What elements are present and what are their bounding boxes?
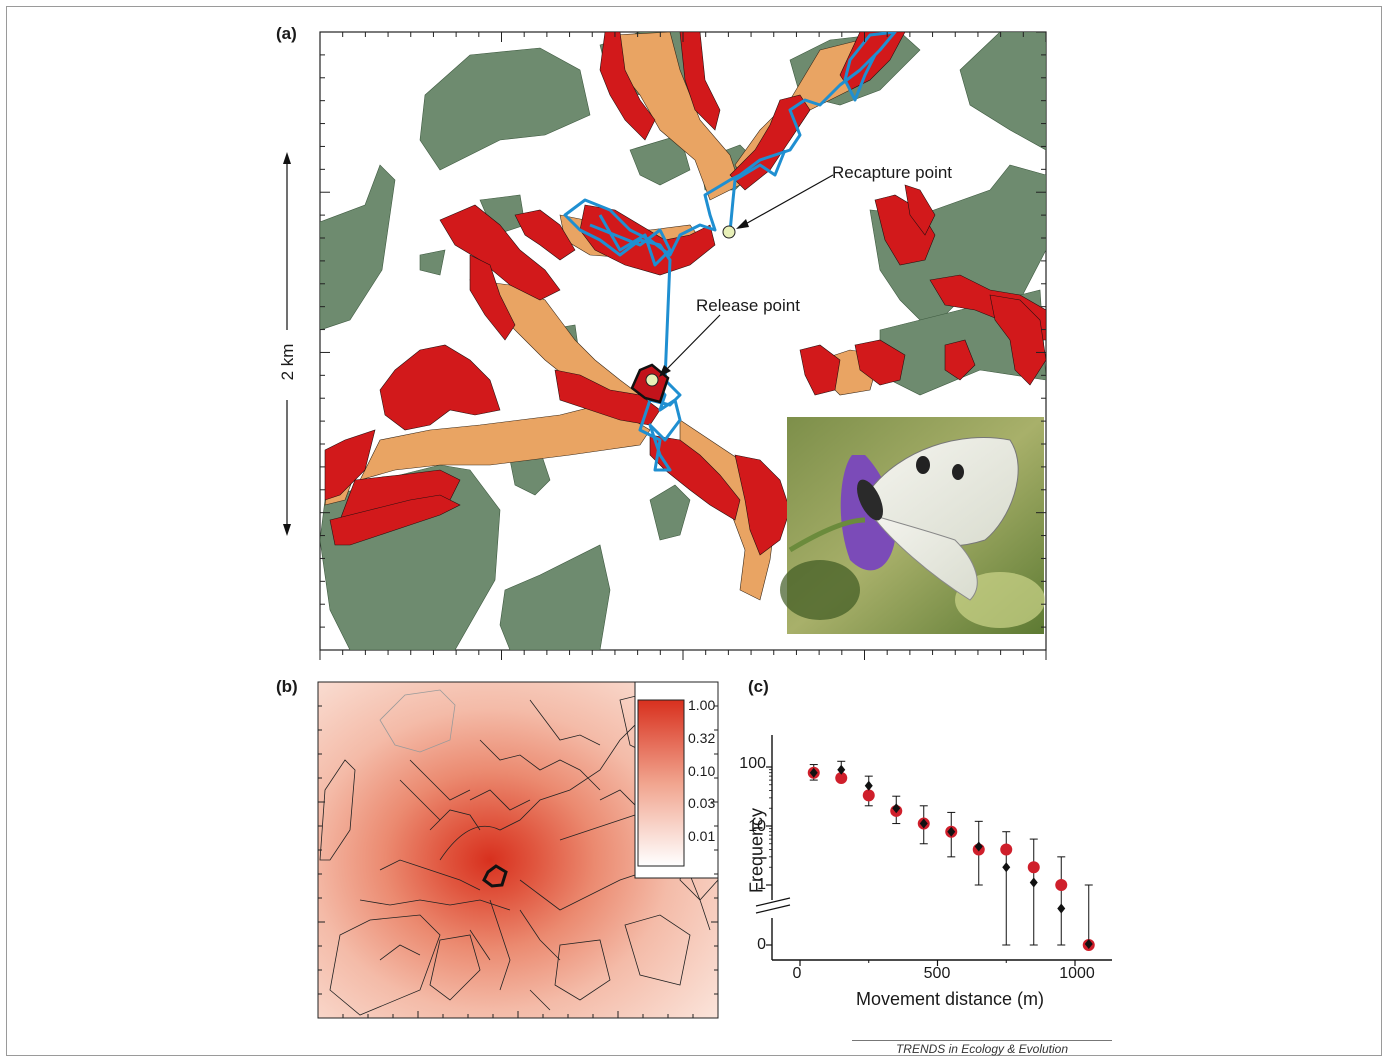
y-tick-label: 1 [757, 876, 766, 893]
heatmap-ticks [317, 681, 719, 1019]
frequency-chart [755, 735, 1112, 966]
legend-tick-3: 0.10 [688, 763, 716, 779]
legend-tick-4: 0.03 [688, 795, 716, 811]
panel-label-a: (a) [276, 24, 297, 43]
map-ticks [319, 31, 1047, 660]
dispersal-heatmap [317, 681, 719, 1019]
recapture-arrow [741, 174, 834, 227]
black-diamond-point [947, 826, 956, 837]
red-circle-point [862, 789, 875, 802]
release-point-marker [645, 373, 659, 387]
axis-break-mark [755, 904, 791, 914]
x-tick-label: 0 [792, 965, 802, 982]
release-label: Release point [696, 296, 800, 315]
high-habitat-patches [324, 32, 1046, 556]
red-circle-point [835, 772, 848, 785]
black-diamond-point [1029, 877, 1038, 888]
x-tick-label: 500 [923, 965, 951, 982]
legend-color-bar [637, 699, 685, 867]
scale-label: 2 km [278, 343, 297, 381]
red-circle-point [1000, 843, 1013, 856]
butterfly-photo-inset [780, 417, 1045, 634]
recapture-label: Recapture point [832, 163, 953, 182]
panel-label-c: (c) [748, 677, 769, 696]
legend-tick-5: 0.01 [688, 828, 716, 844]
x-axis-title: Movement distance (m) [855, 989, 1045, 1009]
recapture-point-marker [722, 225, 736, 239]
journal-credit: TRENDS in Ecology & Evolution [852, 1040, 1112, 1056]
black-diamond-point [892, 803, 901, 814]
y-axis-title: Frequency [746, 807, 767, 894]
legend-tick-2: 0.32 [688, 730, 716, 746]
movement-track [563, 32, 897, 472]
black-diamond-point [809, 767, 818, 778]
black-diamond-point [864, 780, 873, 791]
figure-frame [6, 6, 1382, 1056]
black-diamond-point [1057, 903, 1066, 914]
chart-marks [766, 760, 1095, 966]
heatmap-release-patch [482, 864, 508, 888]
black-diamond-point [919, 818, 928, 829]
black-diamond-point [974, 841, 983, 852]
red-circle-point [1055, 879, 1068, 891]
y-tick-label: 10 [748, 818, 766, 835]
landscape-map [283, 31, 1047, 660]
red-circle-point [1027, 861, 1040, 874]
release-arrow [663, 314, 721, 373]
y-tick-label: 100 [739, 755, 766, 772]
axis-break-mark [755, 897, 791, 907]
x-tick-label: 1000 [1059, 965, 1095, 982]
black-diamond-point [1002, 862, 1011, 873]
black-diamond-point [1084, 939, 1093, 949]
y-tick-label: 0 [757, 936, 766, 953]
legend-tick-1: 1.00 [688, 697, 716, 713]
panel-label-b: (b) [276, 677, 298, 696]
black-diamond-point [837, 764, 846, 775]
